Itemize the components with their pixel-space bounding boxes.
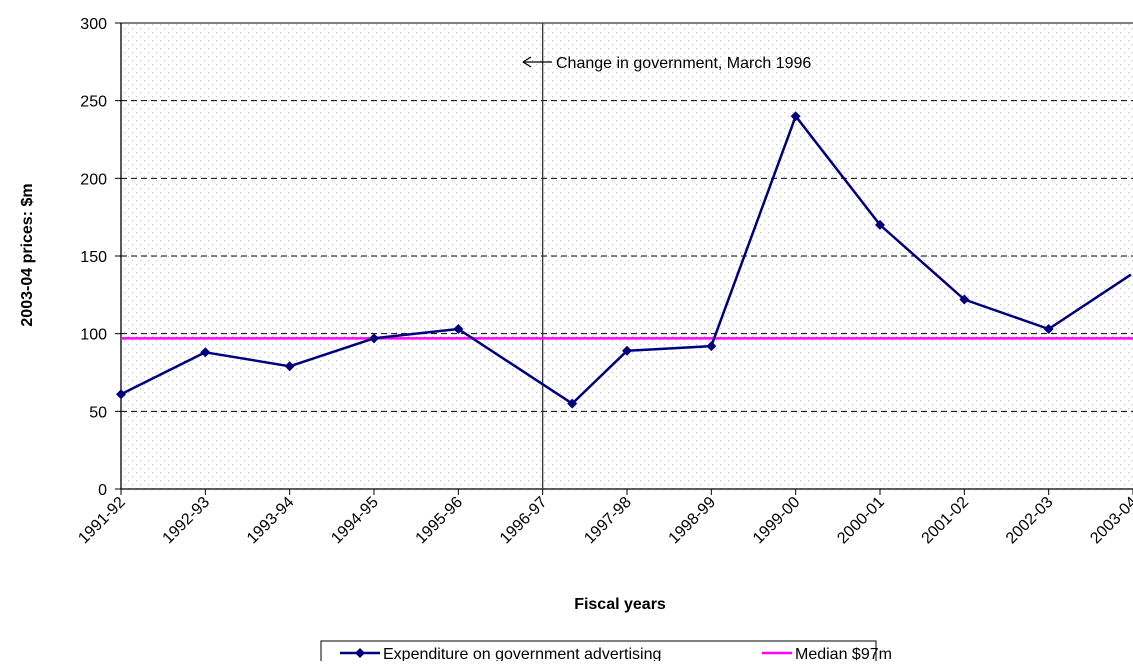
x-tick-label: 1993-94 — [244, 494, 298, 548]
data-point — [369, 333, 379, 344]
data-point — [875, 219, 885, 230]
y-tick-label: 150 — [80, 249, 107, 266]
data-point — [453, 324, 464, 335]
x-tick-label: 2003-04 — [1087, 494, 1133, 548]
y-axis-title: 2003-04 prices: $m — [19, 183, 36, 326]
x-tick-label: 1997-98 — [581, 494, 635, 548]
x-tick-label: 1996-97 — [497, 494, 551, 548]
x-tick-label: 1992-93 — [160, 494, 214, 548]
legend-label-median: Median $97m — [795, 646, 892, 661]
data-point — [959, 294, 970, 305]
series-layer — [116, 111, 1133, 409]
y-tick-label: 300 — [80, 16, 107, 33]
data-point — [200, 347, 211, 358]
annotation-text: Change in government, March 1996 — [556, 55, 811, 72]
y-tick-label: 200 — [80, 171, 107, 188]
data-point — [116, 389, 126, 400]
x-tick-label: 1999-00 — [750, 494, 804, 548]
x-tick-label: 2002-03 — [1003, 494, 1057, 548]
legend-label-expenditure: Expenditure on government advertising — [383, 646, 661, 661]
data-point — [706, 341, 717, 352]
y-tick-label: 0 — [98, 482, 107, 499]
annotation-arrow-head — [522, 56, 532, 68]
data-point — [790, 111, 801, 122]
x-axis-title: Fiscal years — [574, 596, 666, 613]
x-tick-label: 1998-99 — [666, 494, 720, 548]
y-tick-label: 50 — [89, 404, 107, 421]
legend-marker-expenditure — [355, 648, 365, 658]
legend: Expenditure on government advertising Me… — [320, 640, 892, 666]
data-point — [567, 398, 578, 409]
y-tick-label: 250 — [80, 94, 107, 111]
x-tick-label: 1991-92 — [75, 494, 129, 548]
data-point — [284, 361, 295, 372]
x-tick-label: 2000-01 — [834, 494, 888, 548]
annotation: Change in government, March 1996 — [522, 55, 811, 72]
data-point — [1043, 324, 1054, 335]
x-tick-label: 1995-96 — [413, 494, 467, 548]
x-tick-label: 2001-02 — [919, 494, 973, 548]
data-point — [622, 345, 632, 356]
x-tick-label: 1994-95 — [328, 494, 382, 548]
y-tick-label: 100 — [80, 327, 107, 344]
